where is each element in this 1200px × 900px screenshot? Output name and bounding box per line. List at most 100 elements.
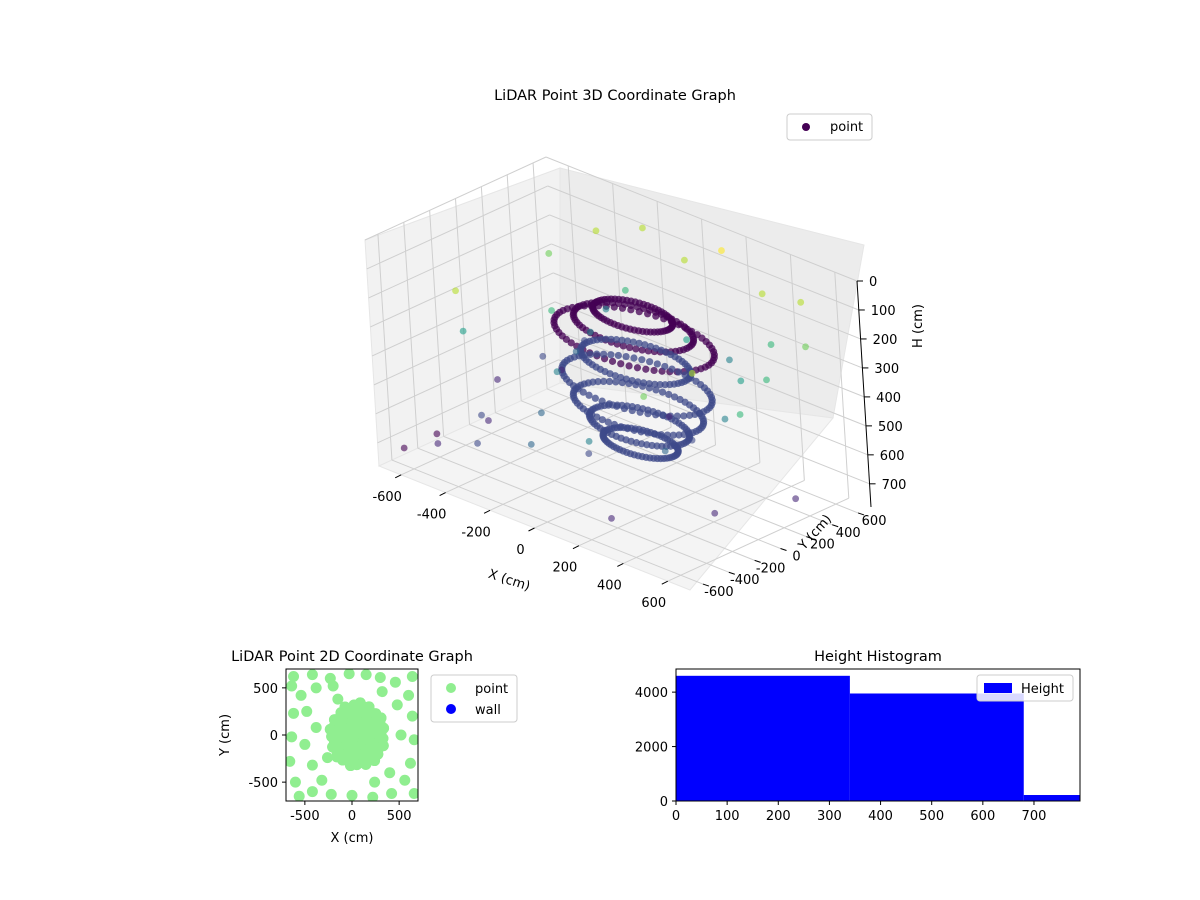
grid-line-y-left	[429, 210, 445, 437]
grid-line-z-back	[547, 185, 859, 311]
point-3d-cluster	[669, 431, 677, 439]
point-3d-cluster	[610, 303, 618, 311]
point-2d	[299, 738, 311, 750]
point-3d-cluster	[667, 318, 676, 326]
x-tick-label-histogram: 500	[919, 809, 944, 824]
point-3d-cluster	[693, 331, 701, 339]
point-3d-cluster	[632, 345, 640, 353]
grid-line-x-back	[745, 236, 761, 463]
point-3d-cluster	[599, 377, 608, 386]
point-3d-cluster	[646, 358, 654, 366]
point-3d-cluster	[580, 302, 588, 310]
point-2d	[286, 731, 298, 743]
z-tick-label-3d: 500	[878, 420, 903, 435]
z-axis-label-3d: H (cm)	[911, 304, 926, 348]
grid-line-x-back	[834, 272, 850, 499]
point-2d	[369, 776, 381, 788]
point-3d-cluster	[604, 418, 612, 426]
y-tick-label-2d: 0	[270, 729, 278, 744]
point-3d-cluster	[614, 351, 622, 360]
z-tick-label-3d: 700	[882, 478, 907, 493]
point-2d	[286, 680, 298, 692]
point-3d-cluster	[635, 308, 643, 316]
point-3d-cluster	[594, 302, 603, 310]
x-tick-label-histogram: 300	[817, 809, 842, 824]
point-2d	[343, 669, 355, 680]
y-tick-3d	[754, 559, 761, 563]
point-3d-cluster	[618, 304, 627, 312]
point-3d-cluster	[665, 390, 673, 399]
y-tick-3d	[780, 548, 787, 551]
grid-line-z-left	[377, 359, 559, 444]
x-tick-label-3d: -200	[461, 525, 491, 540]
point-3d-cluster	[661, 362, 669, 371]
point-3d	[711, 509, 719, 517]
y-tick-label-3d: 600	[862, 514, 887, 529]
point-3d-cluster	[632, 381, 640, 389]
x-tick-label-2d: -500	[290, 809, 320, 824]
y-tick-3d	[702, 583, 710, 587]
histogram-panel: Height Histogram 0 100 200 300 400 500 600 7000…	[635, 649, 1081, 824]
point-3d	[494, 376, 501, 383]
point-3d	[553, 368, 561, 376]
point-3d	[608, 514, 615, 522]
y-tick-label-histogram: 2000	[635, 741, 668, 756]
legend-label-height: Height	[1021, 682, 1064, 697]
histogram-bars	[676, 675, 1080, 801]
x-tick-label-3d: 600	[641, 596, 666, 611]
grid-line-y-left	[377, 234, 393, 461]
point-3d-cluster	[607, 351, 615, 359]
point-3d-cluster	[692, 377, 700, 385]
point-3d-cluster	[646, 342, 655, 351]
y-tick-label-3d: 200	[810, 538, 835, 553]
grid-line-y-floor	[521, 400, 833, 526]
point-3d-cluster	[585, 391, 593, 399]
point-3d-cluster	[619, 342, 627, 350]
x-tick-label-3d: 200	[553, 561, 578, 576]
legend-label-wall-2d: wall	[475, 703, 501, 718]
point-3d	[400, 444, 408, 452]
chart-title-2d: LiDAR Point 2D Coordinate Graph	[231, 649, 473, 665]
point-3d	[797, 298, 805, 306]
grid-line-x-back	[789, 254, 805, 481]
point-3d-cluster	[644, 310, 652, 318]
point-2d-cluster	[339, 701, 351, 713]
point-3d	[572, 348, 580, 355]
point-3d	[767, 341, 775, 348]
point-3d-cluster	[675, 368, 683, 376]
grid-line-y-floor	[495, 412, 807, 538]
point-3d-cluster	[612, 378, 620, 386]
point-3d-cluster	[593, 350, 601, 358]
grid-line-y-floor	[443, 435, 755, 561]
y-tick-label-2d: 500	[253, 682, 278, 697]
histogram-bar	[676, 675, 850, 801]
x-axis-label-3d: X (cm)	[486, 567, 532, 595]
points-3d	[400, 224, 809, 522]
point-3d	[474, 439, 481, 447]
point-2d-cluster	[369, 755, 381, 767]
x-tick-label-histogram: 100	[715, 809, 740, 824]
grid-line-z-left	[370, 243, 552, 328]
point-3d	[683, 336, 690, 344]
point-3d	[592, 227, 600, 235]
point-3d-cluster	[586, 350, 594, 358]
point-2d-cluster	[327, 741, 339, 753]
point-3d	[718, 247, 725, 254]
point-3d-cluster	[679, 346, 688, 354]
point-2d	[399, 774, 411, 786]
point-2d	[325, 788, 337, 800]
point-3d	[680, 256, 688, 264]
point-2d	[389, 676, 401, 688]
point-3d-cluster	[579, 388, 587, 396]
point-2d	[376, 686, 388, 698]
legend-marker-wall-2d	[446, 704, 456, 714]
axes-histogram: 0 100 200 300 400 500 600 700 0 2000 4000	[635, 686, 1046, 824]
point-2d	[408, 787, 418, 799]
y-tick-label-3d: -600	[704, 585, 734, 600]
grid-line-z-back	[549, 214, 861, 340]
point-2d-cluster	[378, 722, 390, 734]
point-3d-cluster	[567, 339, 575, 347]
point-2d	[301, 705, 313, 717]
point-3d-cluster	[587, 302, 595, 310]
